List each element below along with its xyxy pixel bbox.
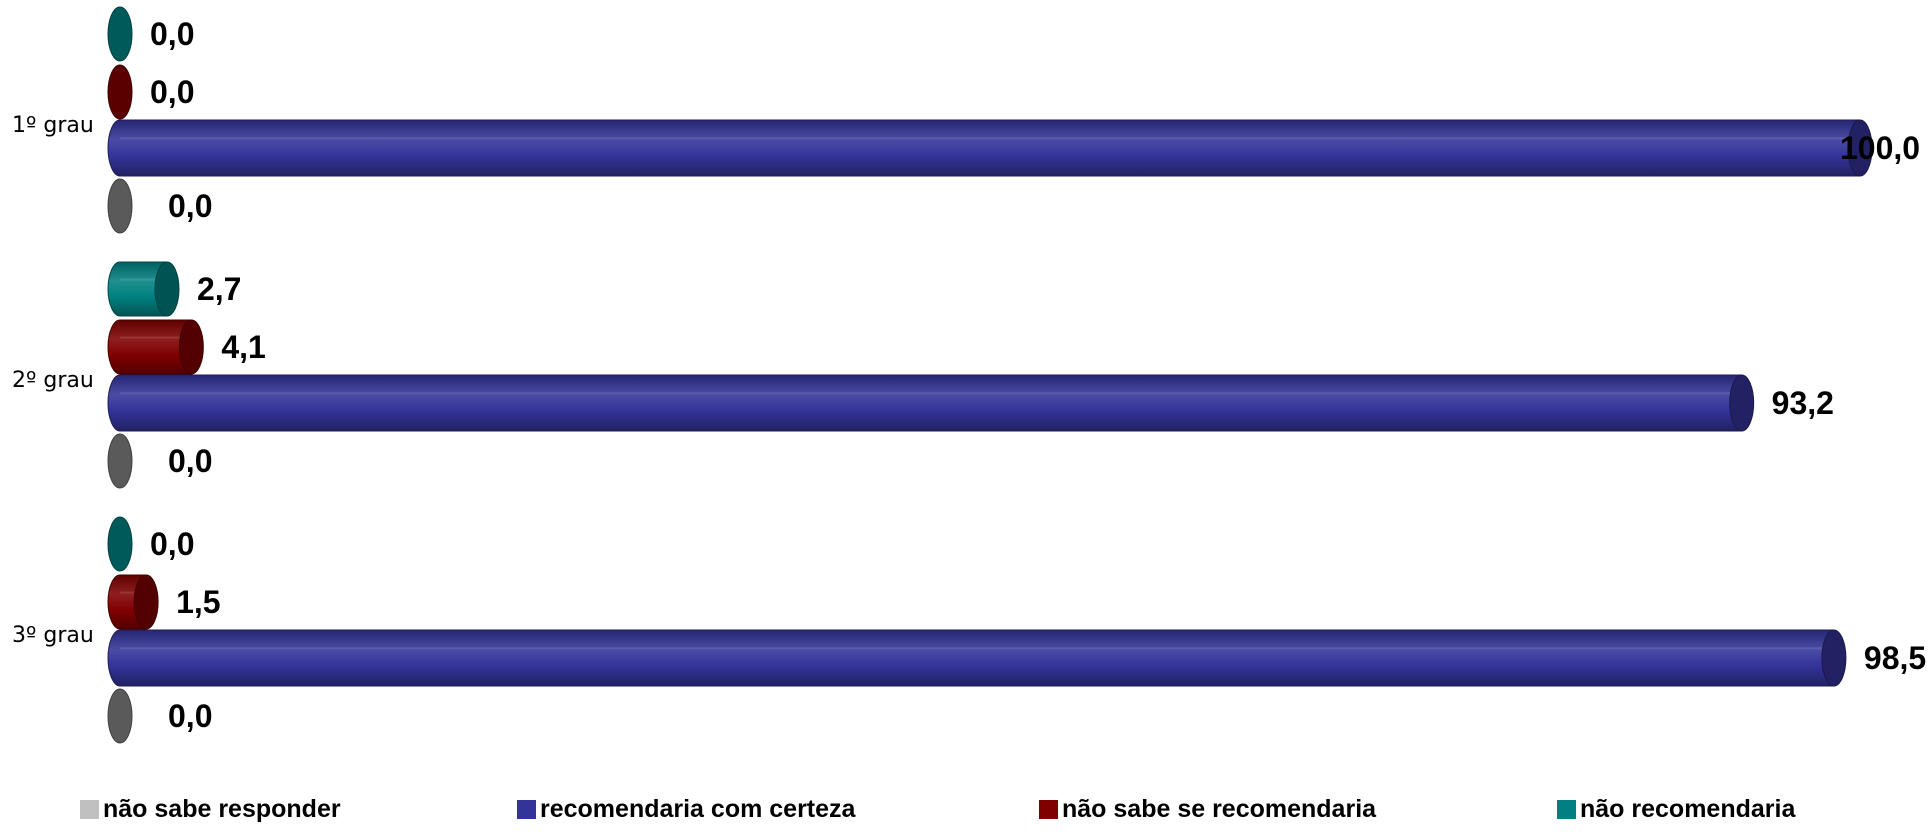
bar bbox=[107, 374, 1755, 432]
legend-item: recomendaria com certeza bbox=[517, 795, 855, 824]
chart-area: 1º grau 2º grau 3º grau 0,0 0,0 100,0 0,0 2,7 4… bbox=[12, 6, 1926, 744]
legend-swatch bbox=[517, 800, 536, 819]
bar bbox=[107, 178, 133, 234]
bar bbox=[107, 629, 1847, 687]
legend-item: não sabe se recomendaria bbox=[1039, 795, 1376, 824]
value-label: 93,2 bbox=[1772, 385, 1834, 421]
value-labels: 0,0 0,0 100,0 0,0 2,7 4,1 93,2 0,0 0,0 1,5 98,5 0,0 bbox=[150, 16, 1926, 734]
category-label: 3º grau bbox=[12, 623, 94, 648]
legend-swatch bbox=[1557, 800, 1576, 819]
value-label: 98,5 bbox=[1864, 640, 1926, 676]
value-label: 0,0 bbox=[168, 698, 212, 734]
legend-label: recomendaria com certeza bbox=[540, 795, 856, 823]
bar bbox=[107, 319, 204, 375]
legend-label: não recomendaria bbox=[1580, 795, 1796, 823]
value-label: 2,7 bbox=[197, 271, 241, 307]
category-label: 1º grau bbox=[12, 113, 94, 138]
legend-swatch bbox=[80, 800, 99, 819]
value-label: 0,0 bbox=[150, 526, 194, 562]
bar bbox=[107, 688, 133, 744]
bar bbox=[107, 433, 133, 489]
category-label: 2º grau bbox=[12, 368, 94, 393]
value-label: 0,0 bbox=[150, 74, 194, 110]
value-label: 0,0 bbox=[168, 443, 212, 479]
legend-swatch bbox=[1039, 800, 1058, 819]
bar bbox=[107, 516, 133, 572]
bar bbox=[107, 261, 180, 317]
category-labels: 1º grau 2º grau 3º grau bbox=[12, 113, 94, 648]
value-label: 4,1 bbox=[221, 329, 265, 365]
bars bbox=[107, 6, 1873, 744]
legend-item: não recomendaria bbox=[1557, 795, 1795, 824]
bar bbox=[107, 6, 133, 62]
legend-item: não sabe responder bbox=[80, 795, 341, 824]
legend-label: não sabe responder bbox=[103, 795, 341, 823]
value-label: 0,0 bbox=[150, 16, 194, 52]
value-label: 100,0 bbox=[1840, 130, 1920, 166]
legend-label: não sabe se recomendaria bbox=[1062, 795, 1377, 823]
bar bbox=[107, 574, 159, 630]
value-label: 0,0 bbox=[168, 188, 212, 224]
legend: não sabe responder recomendaria com certe… bbox=[0, 795, 1929, 835]
value-label: 1,5 bbox=[176, 584, 220, 620]
bar bbox=[107, 119, 1873, 177]
bar bbox=[107, 64, 133, 120]
